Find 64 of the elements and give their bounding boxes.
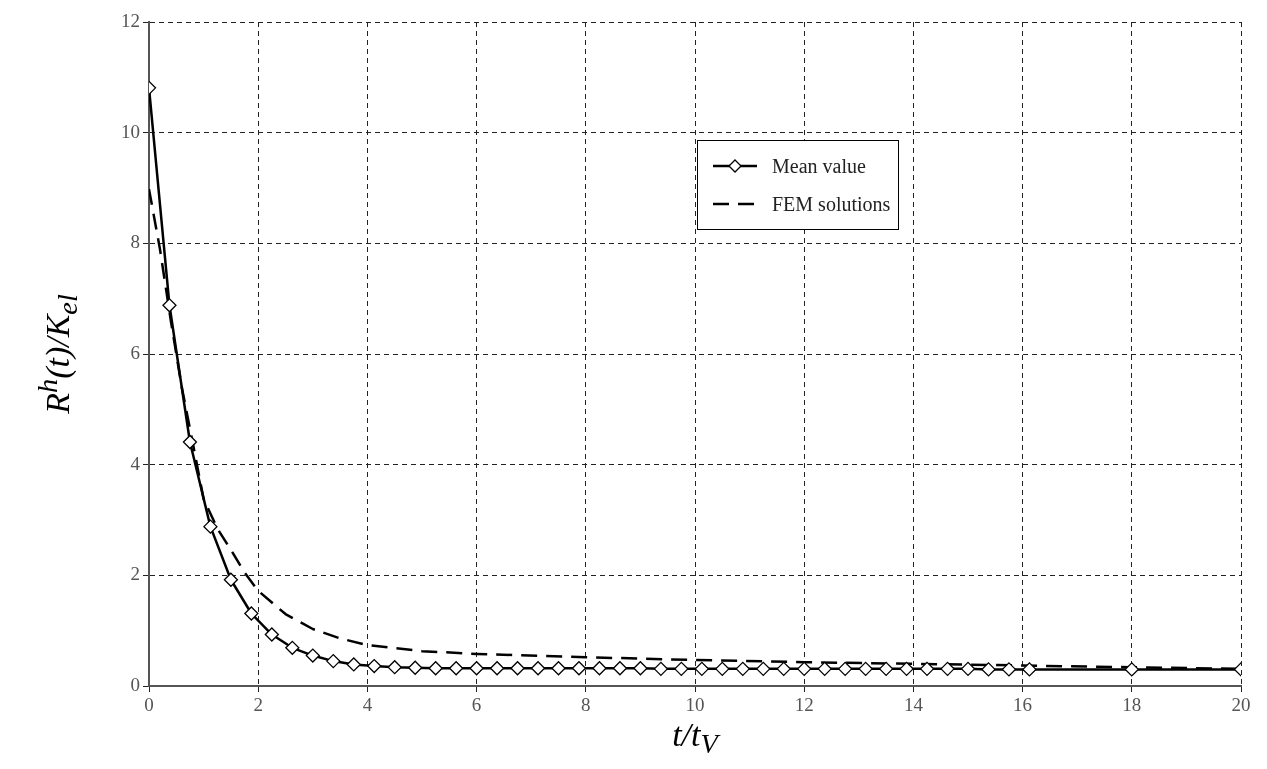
- x-tick-label: 16: [1013, 694, 1033, 716]
- y-tick-label: 10: [121, 120, 140, 142]
- x-tick-label: 2: [253, 694, 263, 716]
- point: [1124, 662, 1139, 677]
- point: [817, 661, 832, 676]
- point: [203, 519, 218, 534]
- x-tick-label: 12: [794, 694, 814, 716]
- point: [715, 661, 730, 676]
- x-tick-label: 8: [581, 694, 591, 716]
- y-tick-label: 6: [130, 341, 140, 363]
- point: [346, 657, 361, 672]
- point: [182, 434, 198, 450]
- point: [592, 661, 607, 676]
- point: [878, 661, 894, 676]
- y-tick-label: 2: [130, 563, 140, 585]
- point: [387, 660, 402, 675]
- point: [735, 661, 750, 676]
- point: [162, 298, 177, 313]
- point: [756, 661, 771, 676]
- point: [408, 660, 423, 675]
- x-tick-label: 4: [362, 694, 373, 716]
- y-tick-label: 4: [130, 452, 141, 474]
- point: [1001, 662, 1017, 677]
- point: [244, 606, 259, 621]
- point: [428, 661, 443, 676]
- y-tick-label: 0: [130, 673, 140, 695]
- point: [489, 661, 505, 676]
- point: [551, 661, 566, 676]
- x-tick-label: 14: [903, 694, 924, 716]
- point: [367, 658, 382, 674]
- legend-label: FEM solutions: [772, 192, 891, 216]
- x-tick-label: 18: [1122, 694, 1142, 716]
- point: [264, 627, 279, 642]
- x-tick-label: 0: [144, 694, 154, 716]
- point: [448, 661, 464, 676]
- point: [838, 661, 853, 676]
- point: [960, 661, 976, 676]
- point: [1022, 662, 1037, 677]
- point: [612, 661, 628, 676]
- point: [633, 661, 648, 676]
- point: [571, 661, 587, 676]
- point: [285, 640, 300, 655]
- point: [305, 648, 320, 663]
- y-tick-label: 8: [130, 231, 140, 253]
- legend-label: Mean value: [772, 154, 866, 178]
- point: [469, 661, 484, 676]
- x-tick-label: 6: [471, 694, 482, 716]
- point: [797, 661, 812, 676]
- point: [694, 661, 709, 676]
- point: [674, 661, 689, 676]
- point: [530, 661, 546, 676]
- point: [653, 661, 669, 676]
- point: [510, 661, 525, 676]
- point: [899, 661, 914, 676]
- x-tick-label: 20: [1231, 694, 1251, 716]
- point: [858, 661, 873, 676]
- point: [326, 653, 341, 669]
- y-tick-label: 12: [121, 9, 140, 31]
- point: [223, 572, 239, 587]
- point: [776, 661, 791, 676]
- point: [981, 662, 996, 677]
- x-tick-label: 10: [685, 694, 705, 716]
- point: [940, 661, 955, 676]
- point: [919, 661, 935, 676]
